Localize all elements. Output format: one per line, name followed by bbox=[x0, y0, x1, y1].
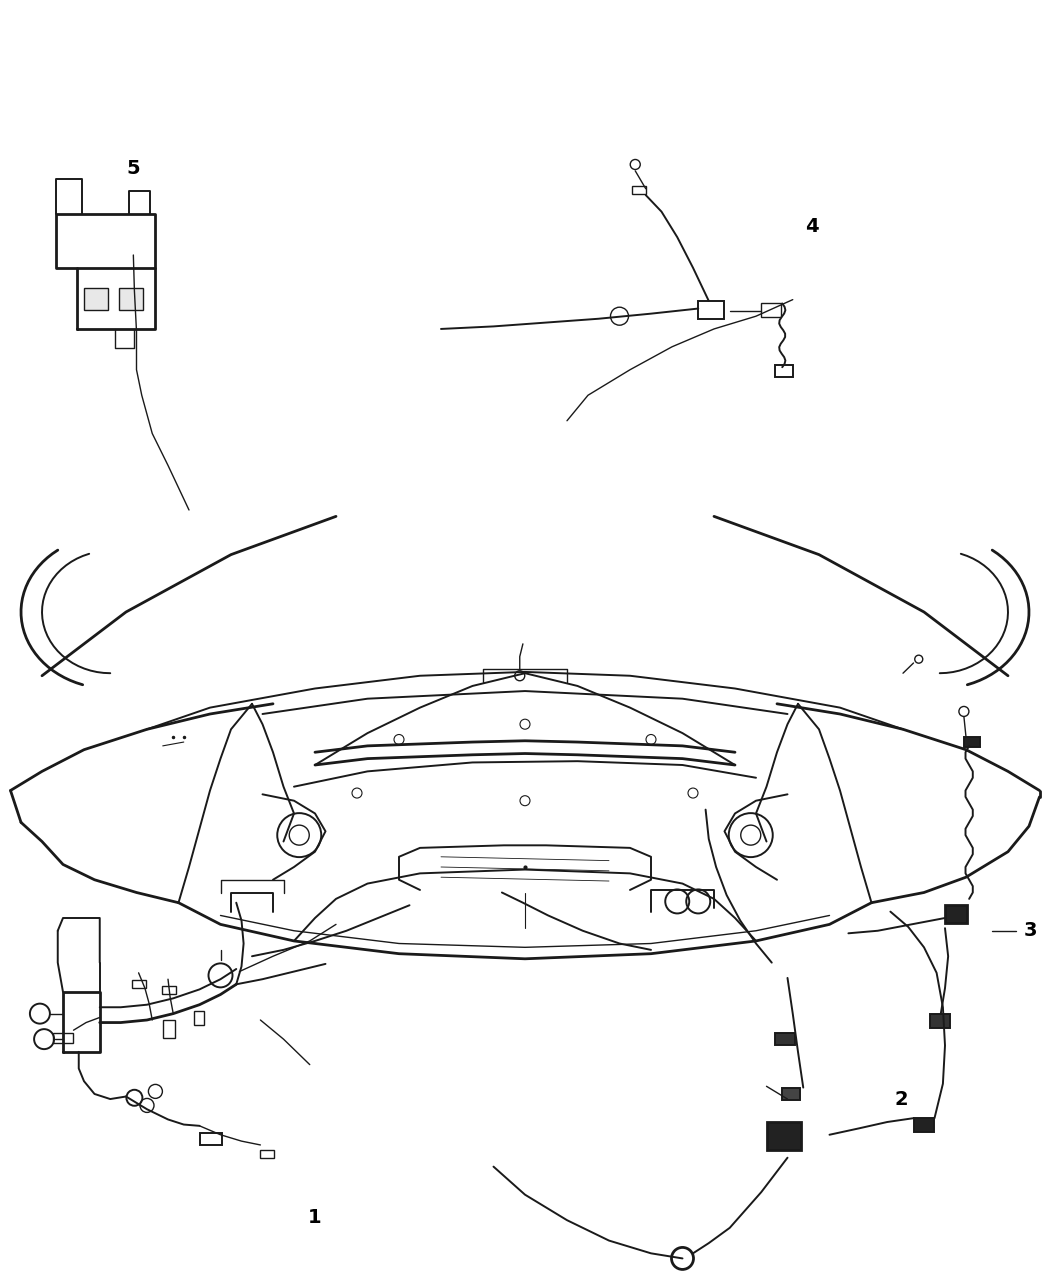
Text: 5: 5 bbox=[127, 159, 140, 177]
Bar bbox=[163, 1020, 174, 1038]
Text: 3: 3 bbox=[1024, 922, 1036, 940]
Bar bbox=[119, 288, 143, 310]
Bar bbox=[766, 1122, 800, 1150]
Bar bbox=[914, 1118, 933, 1132]
Bar bbox=[132, 980, 146, 988]
Bar bbox=[761, 303, 781, 317]
Text: 2: 2 bbox=[895, 1090, 907, 1108]
Bar bbox=[775, 365, 793, 376]
Bar bbox=[200, 1133, 222, 1145]
Bar bbox=[964, 737, 980, 747]
Bar bbox=[194, 1011, 205, 1025]
Bar bbox=[930, 1014, 950, 1028]
Bar bbox=[782, 1088, 800, 1099]
Bar bbox=[945, 905, 967, 923]
Bar bbox=[632, 186, 646, 194]
Bar bbox=[698, 301, 724, 319]
Bar bbox=[84, 288, 108, 310]
Bar bbox=[52, 1033, 72, 1043]
Text: 1: 1 bbox=[309, 1209, 321, 1227]
Bar bbox=[260, 1150, 274, 1158]
Text: 4: 4 bbox=[805, 218, 818, 236]
Bar bbox=[775, 1033, 795, 1044]
Bar bbox=[162, 986, 175, 993]
